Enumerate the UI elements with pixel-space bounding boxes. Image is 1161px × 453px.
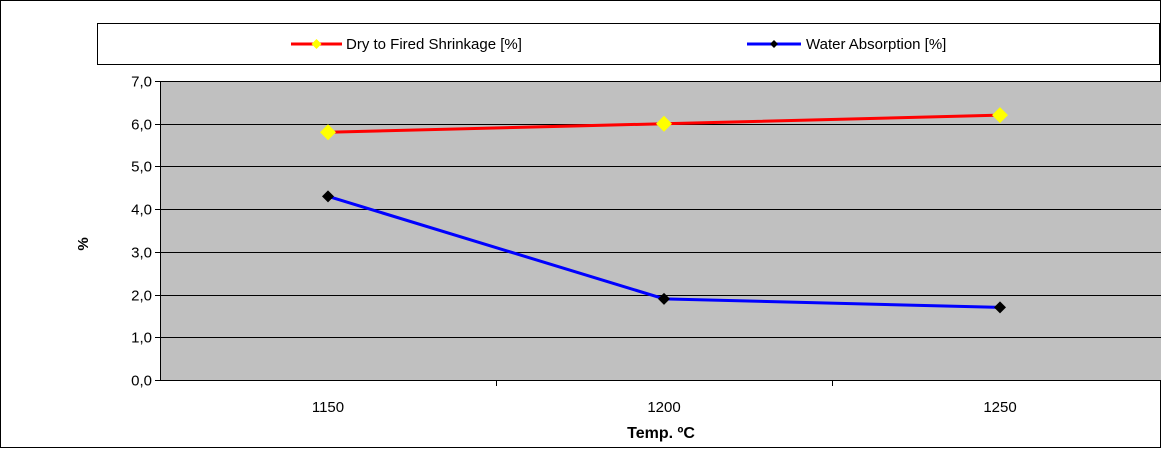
legend-swatch-marker [770, 40, 778, 48]
y-tick-label: 1,0 [131, 330, 152, 347]
legend-swatch-marker [311, 39, 322, 49]
x-axis-label: Temp. ºC [627, 425, 695, 442]
x-tick-label: 1150 [312, 399, 344, 416]
y-tick-label: 5,0 [131, 159, 152, 176]
plot-area: 0,0 1,0 2,0 3,0 4,0 5,0 6,0 7,0 1150 1200 1250 [131, 74, 1161, 416]
x-tick-label: 1200 [647, 399, 680, 416]
data-point [658, 292, 670, 305]
data-point [320, 124, 336, 141]
data-point [322, 190, 334, 203]
y-tick-label: 0,0 [131, 373, 152, 390]
x-tick-label: 1250 [983, 399, 1016, 416]
y-tick-label: 4,0 [131, 202, 152, 219]
y-tick-label: 7,0 [131, 74, 152, 91]
legend: Dry to Fired Shrinkage [%] Water Absorpti… [97, 23, 1160, 65]
legend-entry-label: Dry to Fired Shrinkage [%] [346, 36, 522, 53]
data-point [656, 115, 672, 132]
y-tick-label: 6,0 [131, 117, 152, 134]
legend-entry-label: Water Absorption [%] [806, 36, 946, 53]
data-point [992, 107, 1008, 124]
y-axis-label: % [75, 237, 92, 250]
y-tick-label: 2,0 [131, 288, 152, 305]
y-tick-label: 3,0 [131, 245, 152, 262]
legend-box [97, 23, 1160, 65]
data-point [994, 301, 1006, 314]
